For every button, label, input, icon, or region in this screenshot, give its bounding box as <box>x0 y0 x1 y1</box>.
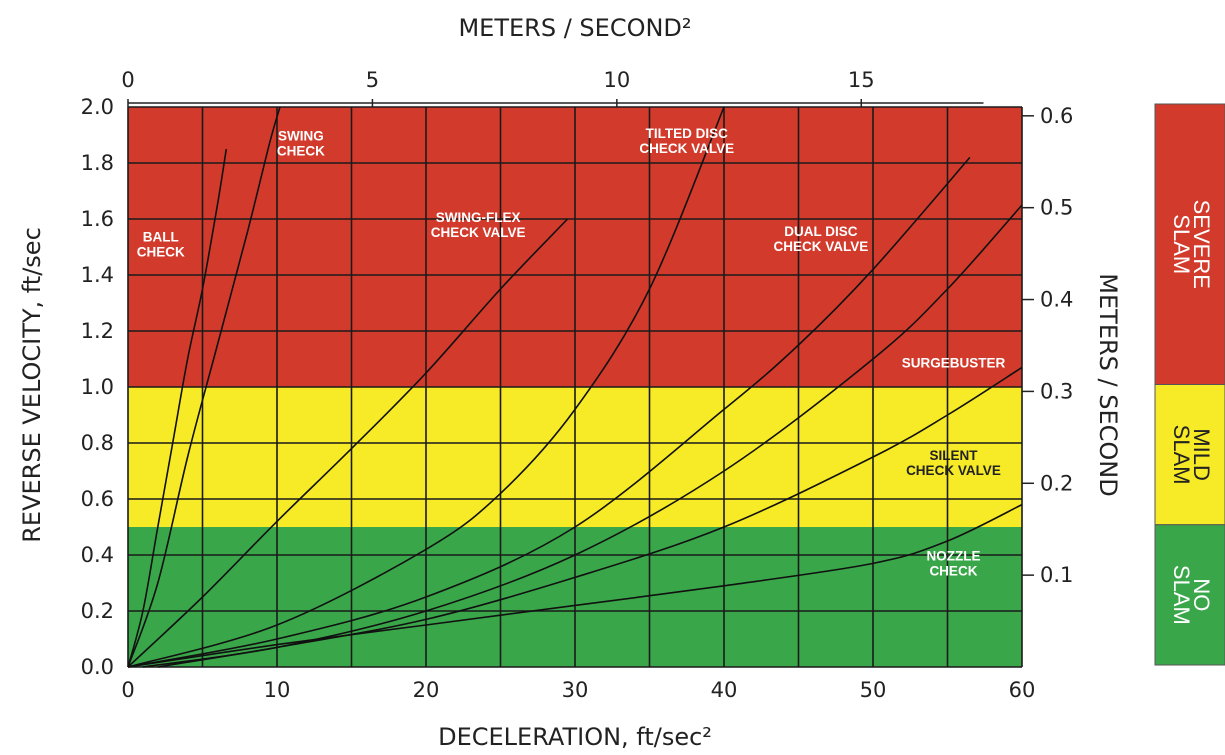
series-label: TILTED DISC CHECK VALVE <box>639 126 734 156</box>
y-tick-label: 1.8 <box>81 151 114 175</box>
series-label: DUAL DISC CHECK VALVE <box>773 224 868 254</box>
y2-tick-label: 0.5 <box>1040 196 1073 220</box>
y2-axis-title: METERS / SECOND <box>1094 273 1122 496</box>
x-tick-label: 0 <box>121 678 134 702</box>
curve-nozzle-check <box>127 503 1023 668</box>
legend-swatch <box>1154 103 1225 385</box>
x-tick-label: 10 <box>264 678 291 702</box>
y-tick-label: 1.4 <box>81 263 114 287</box>
y2-tick-label: 0.3 <box>1040 379 1073 403</box>
curve-ball-check <box>127 148 228 668</box>
curve-dual-disc-check-valve <box>127 156 971 668</box>
series-label: SWING CHECK <box>277 129 325 159</box>
y-tick-label: 2.0 <box>81 95 114 119</box>
y-tick-label: 1.6 <box>81 207 114 231</box>
legend-swatch <box>1154 384 1225 526</box>
x2-tick-label: 5 <box>366 68 379 92</box>
y2-tick-label: 0.4 <box>1040 288 1073 312</box>
curve-tilted-disc-check-valve <box>127 106 725 668</box>
y-tick-label: 0.4 <box>81 543 114 567</box>
legend-label: MILDSLAM <box>1169 425 1214 485</box>
series-label: SURGEBUSTER <box>902 355 1006 370</box>
legend-label: SEVERESLAM <box>1169 200 1214 289</box>
x-tick-label: 20 <box>413 678 440 702</box>
curve-silent-check-valve <box>157 366 1023 668</box>
x-axis-title: DECELERATION, ft/sec² <box>438 723 712 751</box>
x-tick-label: 60 <box>1009 678 1036 702</box>
curve-swing-flex-check-valve <box>127 218 569 668</box>
y2-tick-label: 0.6 <box>1040 104 1073 128</box>
x2-tick-label: 0 <box>121 68 134 92</box>
y-tick-label: 0.6 <box>81 487 114 511</box>
curve-swing-check <box>127 106 281 668</box>
legend-swatch <box>1154 524 1225 666</box>
series-label: BALL CHECK <box>137 229 185 259</box>
x2-tick-label: 10 <box>603 68 630 92</box>
y-tick-label: 1.2 <box>81 319 114 343</box>
x-tick-label: 50 <box>860 678 887 702</box>
legend-label: NOSLAM <box>1169 565 1214 625</box>
x2-tick-label: 15 <box>848 68 875 92</box>
y-tick-label: 1.0 <box>81 375 114 399</box>
slam-legend: SEVERESLAM MILDSLAM NOSLAM <box>1154 103 1225 666</box>
series-label: SILENT CHECK VALVE <box>906 448 1001 478</box>
y-tick-label: 0.8 <box>81 431 114 455</box>
x-tick-label: 30 <box>562 678 589 702</box>
series-label: SWING-FLEX CHECK VALVE <box>431 210 526 240</box>
x2-axis-title: METERS / SECOND² <box>458 14 691 42</box>
y-axis-title: REVERSE VELOCITY, ft/sec <box>18 227 46 543</box>
series-label: NOZZLE CHECK <box>926 549 980 579</box>
y-tick-label: 0.0 <box>81 655 114 679</box>
y-tick-label: 0.2 <box>81 599 114 623</box>
y2-tick-label: 0.2 <box>1040 471 1073 495</box>
x-tick-label: 40 <box>711 678 738 702</box>
y2-tick-label: 0.1 <box>1040 563 1073 587</box>
